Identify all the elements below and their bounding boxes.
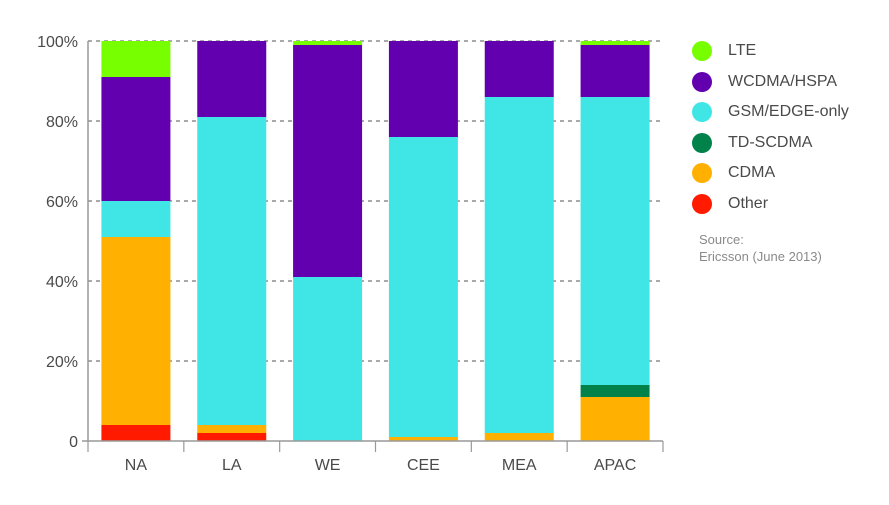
bar-segment-na-cdma [101, 237, 171, 425]
y-tick-label: 100% [37, 34, 78, 51]
x-tick-label: CEE [407, 457, 440, 474]
y-tick-label: 40% [46, 274, 78, 291]
bar-segment-la-other [197, 433, 267, 441]
legend-item-td-scdma: TD-SCDMA [692, 128, 849, 159]
legend-swatch-icon [692, 41, 712, 62]
legend-swatch-icon [692, 163, 712, 184]
bar-segment-na-gsm-edge-only [101, 201, 171, 237]
source-note: Source: Ericsson (June 2013) [699, 231, 822, 265]
bar-segment-na-other [101, 425, 171, 441]
bar-segment-la-cdma [197, 425, 267, 433]
legend-item-gsm-edge-only: GSM/EDGE-only [692, 97, 849, 128]
legend-label: Other [728, 194, 769, 212]
gridlines [88, 40, 663, 362]
bar-segment-mea-wcdma-hspa [484, 41, 554, 97]
bar-segment-apac-lte [580, 41, 650, 45]
y-tick-label: 60% [46, 194, 78, 211]
x-tick-label: MEA [502, 457, 537, 474]
bar-segment-la-gsm-edge-only [197, 117, 267, 425]
bar-segment-cee-gsm-edge-only [388, 137, 458, 437]
y-tick-label: 0 [69, 434, 78, 451]
bar-segment-we-gsm-edge-only [293, 277, 363, 441]
bar-segment-mea-cdma [484, 433, 554, 441]
legend-item-wcdma-hspa: WCDMA/HSPA [692, 67, 849, 98]
bar-segment-apac-td-scdma [580, 385, 650, 397]
bar-segment-na-wcdma-hspa [101, 77, 171, 201]
legend-item-cdma: CDMA [692, 158, 849, 189]
y-axis-ticks: 0 20% 40% 60% 80% 100% [37, 34, 78, 451]
legend-label: LTE [728, 42, 757, 60]
x-tick-label: LA [222, 457, 242, 474]
bar-segment-la-wcdma-hspa [197, 41, 267, 117]
source-label: Source: [699, 232, 744, 247]
legend-swatch-icon [692, 132, 712, 153]
bar-segment-na-lte [101, 41, 171, 77]
x-tick-label: NA [125, 457, 148, 474]
legend: LTE WCDMA/HSPA GSM/EDGE-only TD-SCDMA CDMA Ot… [692, 36, 849, 219]
legend-swatch-icon [692, 193, 712, 214]
x-tick-label: WE [315, 457, 341, 474]
bar-segment-cee-wcdma-hspa [388, 41, 458, 137]
legend-swatch-icon [692, 102, 712, 123]
y-tick-label: 20% [46, 354, 78, 371]
bar-segment-cee-cdma [388, 437, 458, 441]
bars-group [101, 41, 650, 441]
legend-label: TD-SCDMA [728, 133, 813, 151]
x-axis-ticks: NA LA WE CEE MEA APAC [87, 441, 664, 474]
bar-segment-mea-gsm-edge-only [484, 97, 554, 433]
legend-item-other: Other [692, 189, 849, 220]
axes [82, 41, 663, 442]
legend-label: WCDMA/HSPA [728, 72, 838, 90]
legend-label: CDMA [728, 164, 776, 182]
bar-segment-we-wcdma-hspa [293, 45, 363, 277]
legend-item-lte: LTE [692, 36, 849, 67]
legend-swatch-icon [692, 71, 712, 92]
bar-segment-apac-gsm-edge-only [580, 97, 650, 385]
x-tick-label: APAC [594, 457, 636, 474]
source-text: Ericsson (June 2013) [699, 249, 822, 264]
y-tick-label: 80% [46, 114, 78, 131]
bar-segment-apac-wcdma-hspa [580, 45, 650, 97]
bar-segment-we-lte [293, 41, 363, 45]
bar-segment-apac-cdma [580, 397, 650, 441]
legend-label: GSM/EDGE-only [728, 103, 849, 121]
